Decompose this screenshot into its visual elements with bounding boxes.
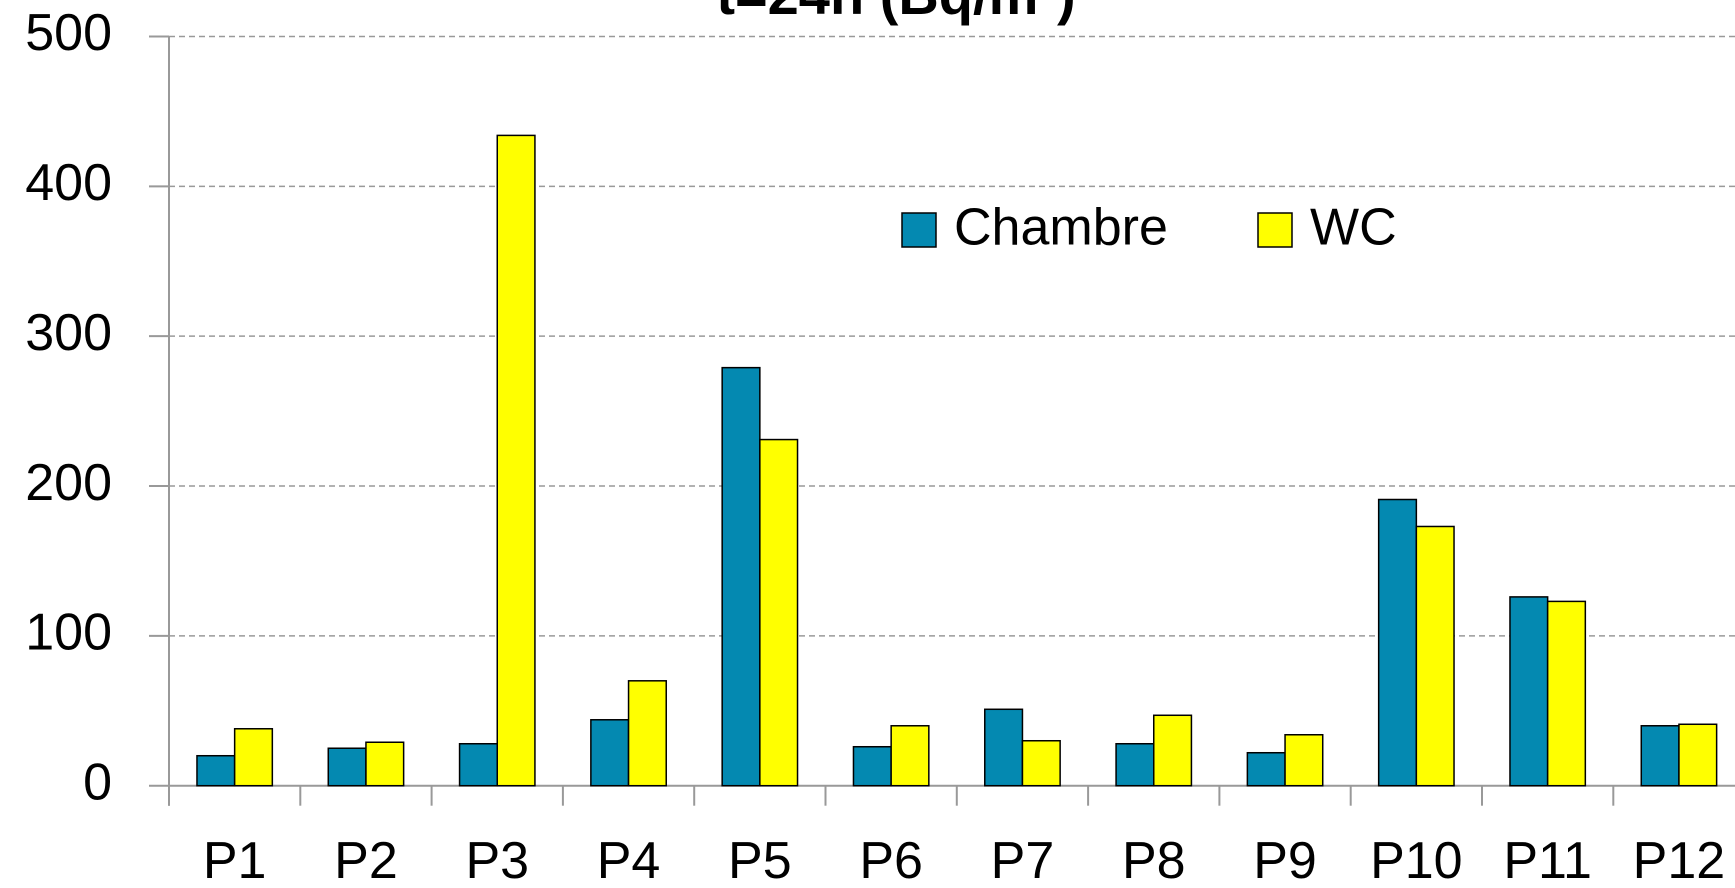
bar	[590, 719, 630, 787]
bar	[1021, 739, 1061, 787]
x-tick-label: P3	[465, 832, 529, 888]
bar	[1678, 723, 1718, 787]
x-tick-label: P8	[1122, 832, 1186, 888]
x-tick-label: P4	[597, 832, 661, 888]
legend-swatch	[901, 212, 937, 248]
bar	[1284, 734, 1324, 787]
chart-title: t=24h (Bq/m³)	[716, 0, 1075, 26]
x-tick-label: P1	[203, 832, 267, 888]
bar	[233, 728, 274, 787]
bar	[365, 741, 405, 787]
x-tick-label: P2	[334, 832, 398, 888]
bar	[1509, 596, 1549, 787]
bar	[196, 754, 236, 787]
legend-swatch	[1257, 212, 1293, 248]
bar	[1153, 714, 1193, 787]
y-tick-label: 400	[25, 154, 112, 212]
y-tick-label: 0	[83, 753, 112, 811]
bar	[1377, 498, 1418, 787]
bar	[1115, 742, 1155, 787]
bar	[759, 438, 799, 787]
x-tick-label: P6	[859, 832, 923, 888]
bar	[496, 134, 536, 787]
x-tick-label: P10	[1370, 832, 1463, 888]
x-tick-label: P12	[1633, 832, 1726, 888]
x-tick-label: P5	[728, 832, 792, 888]
x-tick-label: P7	[991, 832, 1055, 888]
bar	[852, 745, 892, 787]
x-tick-label: P11	[1503, 832, 1592, 888]
bar	[1546, 600, 1587, 787]
legend-label: Chambre	[954, 199, 1168, 257]
y-tick-label: 200	[25, 454, 112, 512]
bar	[1415, 525, 1455, 787]
bar	[627, 680, 667, 787]
bar	[1640, 725, 1680, 787]
y-tick-label: 300	[25, 304, 112, 362]
bar	[984, 708, 1024, 787]
bar	[721, 366, 761, 787]
bar	[1246, 751, 1286, 787]
bar	[890, 725, 930, 787]
y-tick-label: 100	[25, 604, 112, 662]
x-tick-label: P9	[1253, 832, 1317, 888]
bar	[458, 742, 498, 787]
y-tick-label: 500	[25, 4, 112, 62]
legend-label: WC	[1310, 199, 1397, 257]
bar	[327, 747, 367, 787]
